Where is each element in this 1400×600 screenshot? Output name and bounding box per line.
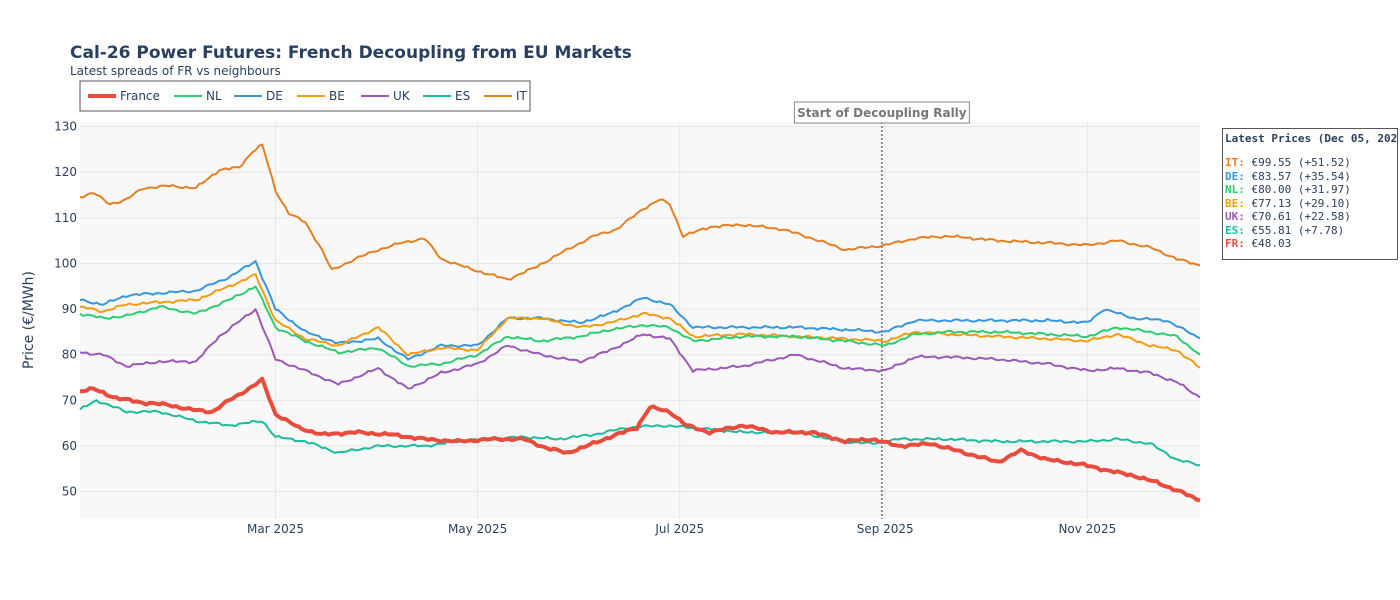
chart-subtitle: Latest spreads of FR vs neighbours <box>70 64 281 78</box>
y-tick-label: 80 <box>62 348 77 362</box>
y-tick-label: 110 <box>54 211 77 225</box>
latest-price-code: UK: <box>1225 210 1245 223</box>
annotation-border <box>793 101 970 124</box>
latest-price-code: ES: <box>1225 223 1245 237</box>
legend: France NL DE BE UK ES IT <box>79 80 531 112</box>
latest-price-value: €55.81 (+7.78) <box>1244 223 1345 237</box>
latest-price-row: IT: €99.55 (+51.52) <box>1225 156 1397 170</box>
latest-price-value: €48.03 <box>1244 237 1292 250</box>
latest-price-row: NL: €80.00 (+31.97) <box>1225 183 1397 197</box>
latest-price-row: DE: €83.57 (+35.54) <box>1225 170 1397 184</box>
latest-price-code: DE: <box>1225 169 1245 183</box>
x-tick-label: Sep 2025 <box>857 522 914 536</box>
series-line-uk <box>79 308 1201 399</box>
latest-prices-header: Latest Prices (Dec 05, 2025) <box>1225 132 1398 145</box>
series-lines <box>79 143 1201 503</box>
latest-price-value: €80.00 (+31.97) <box>1244 183 1351 196</box>
y-tick-label: 120 <box>54 165 77 179</box>
y-axis-ticks: 50 60 70 80 90 100 110 120 130 <box>54 120 77 499</box>
y-tick-label: 70 <box>62 393 77 407</box>
latest-prices-box: Latest Prices (Dec 05, 2025) IT: €99.55 … <box>1222 128 1398 260</box>
series-line-be <box>79 273 1201 369</box>
series-line-france <box>80 376 1201 503</box>
legend-label-it: IT <box>516 89 528 103</box>
latest-price-row: BE: €77.13 (+29.10) <box>1225 197 1397 211</box>
x-tick-label: Mar 2025 <box>247 522 304 536</box>
latest-price-code: NL: <box>1225 183 1245 196</box>
legend-label-es: ES <box>455 89 470 103</box>
latest-price-value: €77.13 (+29.10) <box>1244 196 1351 210</box>
latest-price-row: UK: €70.61 (+22.58) <box>1225 210 1397 224</box>
x-axis-ticks: Mar 2025 May 2025 Jul 2025 Sep 2025 Nov 2025 <box>247 522 1116 536</box>
latest-price-value: €70.61 (+22.58) <box>1244 210 1351 223</box>
latest-price-code: BE: <box>1225 196 1245 210</box>
legend-label-de: DE <box>266 89 283 103</box>
latest-price-row: ES: €55.81 (+7.78) <box>1225 224 1397 238</box>
y-tick-label: 100 <box>54 256 77 270</box>
legend-label-france: France <box>120 89 160 103</box>
latest-price-code: IT: <box>1225 156 1245 169</box>
legend-label-be: BE <box>329 89 345 103</box>
annotation-text: Start of Decoupling Rally <box>797 106 967 120</box>
legend-label-uk: UK <box>393 89 411 103</box>
plot-background <box>80 122 1200 519</box>
series-line-de <box>79 260 1201 361</box>
series-line-nl <box>79 285 1201 368</box>
x-tick-label: Jul 2025 <box>654 522 704 536</box>
y-tick-label: 90 <box>62 302 77 316</box>
x-tick-label: May 2025 <box>448 522 507 536</box>
y-tick-label: 50 <box>62 485 77 499</box>
series-line-es <box>79 399 1201 467</box>
latest-price-row: FR: €48.03 <box>1225 237 1397 251</box>
legend-label-nl: NL <box>206 89 222 103</box>
latest-price-code: FR: <box>1225 237 1245 250</box>
series-line-it <box>80 143 1201 281</box>
annotation-box: Start of Decoupling Rally <box>793 101 970 124</box>
y-axis-label: Price (€/MWh) <box>21 271 37 369</box>
chart-title: Cal-26 Power Futures: French Decoupling … <box>70 43 632 63</box>
latest-price-value: €83.57 (+35.54) <box>1244 169 1351 183</box>
latest-price-value: €99.55 (+51.52) <box>1244 156 1351 169</box>
y-tick-label: 60 <box>62 439 77 453</box>
y-tick-label: 130 <box>54 120 77 134</box>
x-tick-label: Nov 2025 <box>1058 522 1116 536</box>
